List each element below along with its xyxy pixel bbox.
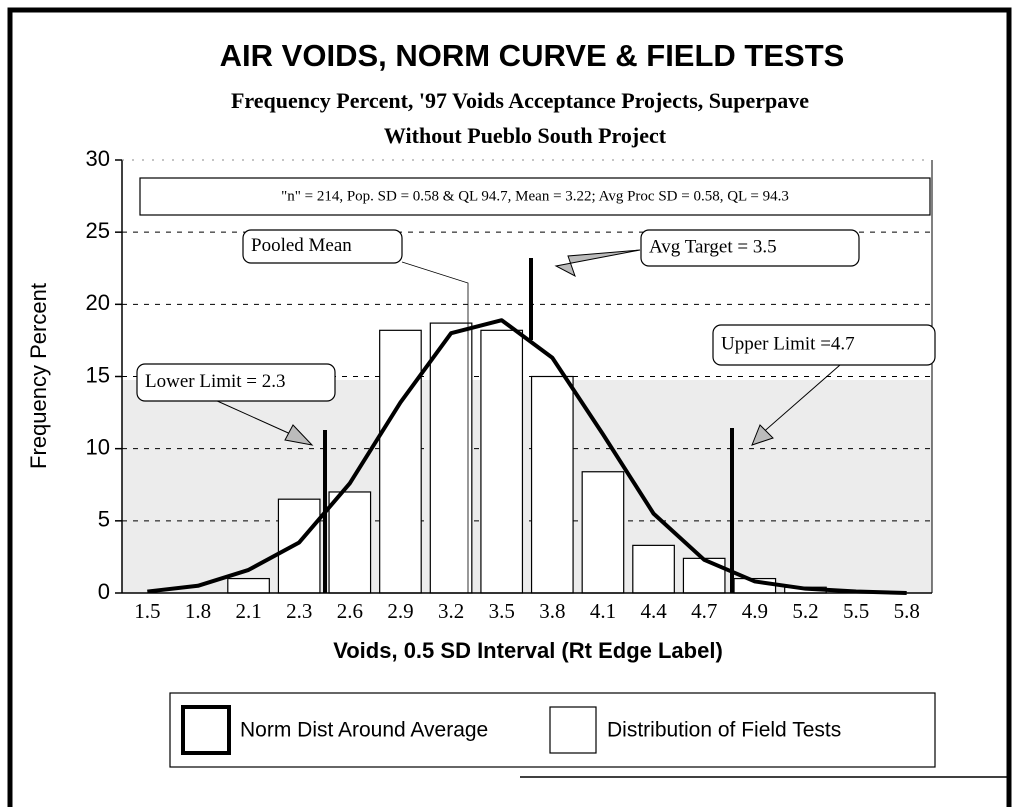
- y-tick-label: 30: [86, 146, 110, 171]
- chart-title: AIR VOIDS, NORM CURVE & FIELD TESTS: [220, 38, 845, 73]
- x-tick-label: 1.5: [134, 599, 160, 623]
- x-tick-label: 4.7: [691, 599, 717, 623]
- background-shade: [122, 380, 932, 593]
- callout-text: Pooled Mean: [251, 235, 352, 256]
- x-tick-label: 5.5: [843, 599, 869, 623]
- callout-text: Upper Limit =4.7: [721, 333, 855, 354]
- y-tick-label: 20: [86, 290, 110, 315]
- bar: [682, 557, 726, 594]
- callout-box: [712, 324, 936, 366]
- bar: [632, 544, 675, 594]
- subtitle: Without Pueblo South Project: [384, 123, 667, 148]
- annotation: "n" = 214, Pop. SD = 0.58 & QL 94.7, Mea…: [281, 188, 789, 204]
- x-tick-label: 3.8: [539, 599, 565, 623]
- leader: [401, 261, 469, 593]
- pointer: [554, 249, 641, 278]
- bar: [429, 322, 473, 594]
- y-tick-label: 25: [86, 218, 110, 243]
- x-tick-label: 5.2: [792, 599, 818, 623]
- y-tick-label: 10: [86, 434, 110, 459]
- bar: [379, 329, 422, 594]
- legend-label: Norm Dist Around Average: [240, 719, 488, 742]
- x-axis-label: Voids, 0.5 SD Interval (Rt Edge Label): [333, 638, 723, 663]
- bar: [480, 329, 524, 594]
- x-tick-label: 2.9: [387, 599, 413, 623]
- callout-box: [136, 363, 336, 402]
- leader: [214, 399, 296, 437]
- bar: [227, 577, 270, 594]
- legend-swatch: [549, 706, 597, 754]
- frame: [7, 7, 1012, 807]
- x-tick-label: 3.5: [489, 599, 515, 623]
- bar: [530, 375, 574, 594]
- x-tick-label: 1.8: [185, 599, 211, 623]
- legend-box: [169, 692, 936, 768]
- x-tick-label: 4.4: [640, 599, 667, 623]
- y-tick-label: 0: [98, 579, 110, 604]
- leader: [759, 364, 841, 436]
- bar: [328, 491, 372, 594]
- x-tick-label: 5.8: [894, 599, 920, 623]
- annotation-box: [139, 177, 931, 216]
- pointer: [751, 424, 774, 446]
- x-tick-label: 4.9: [742, 599, 768, 623]
- legend-label: Distribution of Field Tests: [607, 719, 841, 742]
- bar: [581, 471, 625, 594]
- callout-text: Lower Limit = 2.3: [145, 371, 286, 392]
- legend-swatch: [181, 705, 231, 755]
- y-tick-label: 15: [86, 362, 110, 387]
- x-tick-label: 2.6: [337, 599, 363, 623]
- pointer: [284, 424, 314, 446]
- callout-box: [242, 229, 403, 264]
- line: [147, 318, 907, 595]
- callout-text: Avg Target = 3.5: [649, 236, 777, 257]
- y-tick-label: 5: [98, 507, 110, 532]
- x-tick-label: 4.1: [590, 599, 616, 623]
- x-tick-label: 2.1: [235, 599, 261, 623]
- subtitle: Frequency Percent, '97 Voids Acceptance …: [231, 88, 809, 113]
- x-tick-label: 2.3: [286, 599, 312, 623]
- y-axis-label: Frequency Percent: [26, 283, 51, 469]
- x-tick-label: 3.2: [438, 599, 464, 623]
- bar: [277, 498, 321, 594]
- callout-box: [640, 229, 860, 267]
